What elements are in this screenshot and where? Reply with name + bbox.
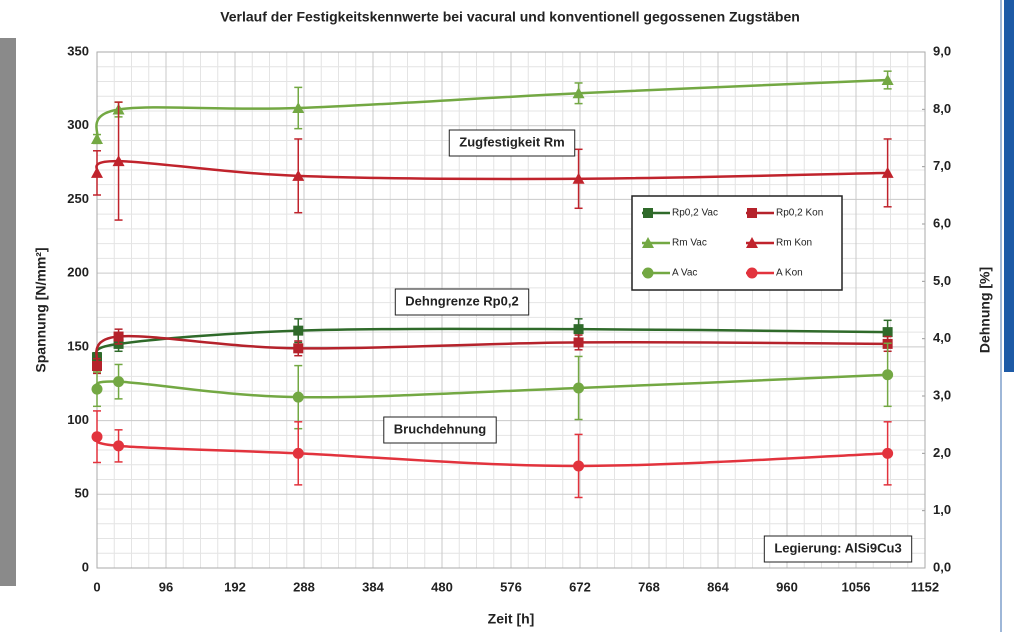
marker [92,431,103,442]
y2-tick-label: 9,0 [933,43,951,58]
marker [574,324,584,334]
legend-label: A Vac [672,268,697,279]
marker [91,167,103,178]
x-tick-label: 0 [93,579,100,594]
x-tick-label: 1056 [842,579,871,594]
y-tick-label: 250 [67,191,89,206]
y2-tick-label: 0,0 [933,559,951,574]
x-tick-label: 288 [293,579,315,594]
marker [882,448,893,459]
legend-label: Rp0,2 Vac [672,208,718,219]
y-tick-label: 0 [82,559,89,574]
marker [883,327,893,337]
annotation: Legierung: AlSi9Cu3 [774,540,901,555]
legend-label: Rm Kon [776,238,812,249]
photo-strip [0,38,16,586]
y-tick-label: 150 [67,338,89,353]
marker [747,208,757,218]
marker [293,326,303,336]
chart: Verlauf der Festigkeitskennwerte bei vac… [0,0,1014,632]
series-line [96,375,887,397]
annotation: Bruchdehnung [394,421,486,436]
y-tick-label: 300 [67,117,89,132]
y2-tick-label: 3,0 [933,387,951,402]
marker [573,460,584,471]
x-tick-label: 768 [638,579,660,594]
y-tick-label: 100 [67,412,89,427]
x-tick-label: 192 [224,579,246,594]
y2-tick-label: 5,0 [933,273,951,288]
marker [643,268,654,279]
marker [92,361,102,371]
marker [747,268,758,279]
y-axis-label: Spannung [N/mm²] [33,247,49,372]
annotation: Dehngrenze Rp0,2 [405,293,518,308]
x-tick-label: 384 [362,579,384,594]
y2-tick-label: 2,0 [933,445,951,460]
marker [91,133,103,144]
marker [573,382,584,393]
marker [113,376,124,387]
y2-tick-label: 1,0 [933,502,951,517]
legend-label: A Kon [776,268,803,279]
y2-tick-label: 4,0 [933,330,951,345]
marker [113,440,124,451]
legend-label: Rp0,2 Kon [776,208,823,219]
y-tick-label: 200 [67,265,89,280]
y2-tick-label: 6,0 [933,215,951,230]
x-tick-label: 1152 [911,579,939,594]
y2-tick-label: 7,0 [933,158,951,173]
chart-title: Verlauf der Festigkeitskennwerte bei vac… [220,9,800,25]
y2-tick-label: 8,0 [933,101,951,116]
marker [574,337,584,347]
x-tick-label: 960 [776,579,798,594]
x-tick-label: 864 [707,579,729,594]
side-bar [1004,0,1014,372]
x-tick-label: 672 [569,579,591,594]
marker [293,343,303,353]
y2-axis-label: Dehnung [%] [977,267,993,353]
x-tick-label: 576 [500,579,522,594]
marker [293,448,304,459]
marker [114,332,124,342]
x-tick-label: 96 [159,579,173,594]
legend-label: Rm Vac [672,238,707,249]
marker [92,384,103,395]
annotation: Zugfestigkeit Rm [459,134,564,149]
page: Verlauf der Festigkeitskennwerte bei vac… [0,0,1014,632]
y-tick-label: 50 [75,486,89,501]
x-axis-label: Zeit [h] [488,611,535,627]
x-tick-label: 480 [431,579,453,594]
y-tick-label: 350 [67,43,89,58]
marker [882,369,893,380]
marker [293,392,304,403]
marker [643,208,653,218]
